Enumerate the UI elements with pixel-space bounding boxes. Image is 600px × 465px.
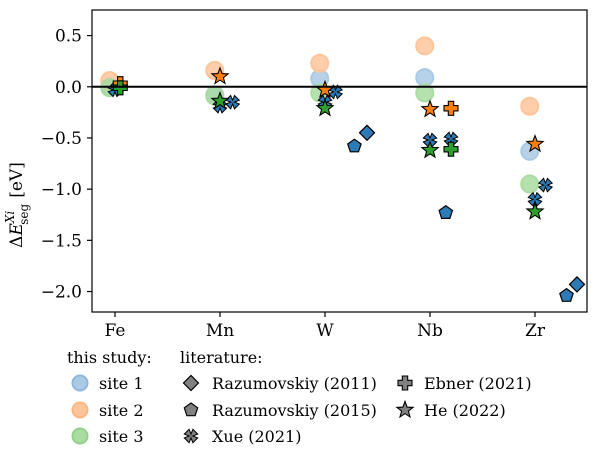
- legend-marker-ebner: [397, 375, 413, 391]
- point-site-2-w: [310, 53, 330, 73]
- point-razumovskiy-2015-nb: [438, 204, 454, 219]
- y-axis-label-delta: Δ: [7, 236, 27, 248]
- point-xue-2021-mn: [224, 94, 241, 110]
- legend-label-raz2011: Razumovskiy (2011): [212, 374, 377, 393]
- legend-marker-raz2011: [182, 374, 200, 392]
- legend-label-ebner: Ebner (2021): [424, 374, 532, 393]
- point-razumovskiy-2015-zr: [559, 287, 574, 302]
- legend-marker-site2: [71, 401, 89, 419]
- x-tick-label-w: W: [316, 321, 334, 341]
- point-he-2022-mn: [210, 91, 230, 110]
- point-razumovskiy-2015-w: [346, 138, 362, 153]
- legend-title-literature: literature:: [180, 348, 263, 367]
- y-axis-label-unit: [eV]: [7, 162, 27, 198]
- point-ebner-2021-fe: [112, 80, 128, 96]
- plot-frame: [91, 9, 588, 313]
- chart-marks: [100, 36, 586, 302]
- y-axis-label-E: E: [7, 223, 27, 237]
- point-he-2022-zr: [525, 201, 545, 220]
- point-razumovskiy-2011-zr: [568, 276, 586, 293]
- y-axis-label: ΔEXiseg [eV]: [3, 162, 31, 248]
- x-tick-label-mn: Mn: [206, 321, 234, 341]
- y-tick-label: −0.5: [41, 129, 82, 149]
- legend-label-site2: site 2: [99, 401, 144, 420]
- y-tick-label: −1.5: [41, 231, 82, 251]
- y-tick-label: −2.0: [41, 283, 82, 303]
- point-ebner-2021-nb: [443, 141, 459, 157]
- point-razumovskiy-2011-w: [358, 124, 376, 142]
- legend-marker-xue: [183, 428, 199, 444]
- point-he-2022-zr: [525, 134, 545, 153]
- point-site-3-zr: [520, 174, 540, 194]
- legend-label-site1: site 1: [99, 374, 144, 393]
- point-he-2022-mn: [210, 66, 230, 85]
- legend-label-site3: site 3: [99, 427, 144, 446]
- legend-marker-he: [395, 399, 415, 419]
- point-he-2022-nb: [420, 99, 440, 118]
- point-site-2-zr: [520, 96, 540, 116]
- point-he-2022-nb: [420, 140, 440, 159]
- legend-label-he: He (2022): [424, 401, 506, 420]
- legend-label-raz2015: Razumovskiy (2015): [212, 401, 377, 420]
- point-site-3-nb: [415, 83, 435, 103]
- legend-marker-site3: [71, 427, 89, 445]
- legend-marker-site1: [71, 374, 89, 392]
- legend-marker-raz2015: [183, 402, 199, 417]
- point-xue-2021-zr: [537, 177, 554, 193]
- y-axis-label-sub: seg: [17, 203, 31, 224]
- legend: this study: literature: site 1 site 2 si…: [67, 348, 532, 446]
- x-tick-label-nb: Nb: [417, 321, 443, 341]
- point-ebner-2021-nb: [443, 100, 459, 116]
- legend-label-xue: Xue (2021): [212, 427, 301, 446]
- x-tick-label-fe: Fe: [105, 321, 126, 341]
- point-site-2-nb: [415, 36, 435, 56]
- legend-literature-markers: [182, 374, 415, 444]
- point-xue-2021-zr: [527, 191, 543, 207]
- y-tick-label: 0.0: [55, 78, 82, 98]
- legend-title-this-study: this study:: [67, 348, 152, 367]
- x-tick-label-zr: Zr: [525, 321, 546, 341]
- y-axis-label-sup: Xi: [3, 211, 17, 225]
- point-he-2022-w: [315, 98, 335, 117]
- axis-ticks: 0.5 0.0 −0.5 −1.0 −1.5 −2.0 Fe Mn W Nb Zr: [41, 27, 546, 341]
- y-tick-label: 0.5: [55, 27, 82, 47]
- y-tick-label: −1.0: [41, 180, 82, 200]
